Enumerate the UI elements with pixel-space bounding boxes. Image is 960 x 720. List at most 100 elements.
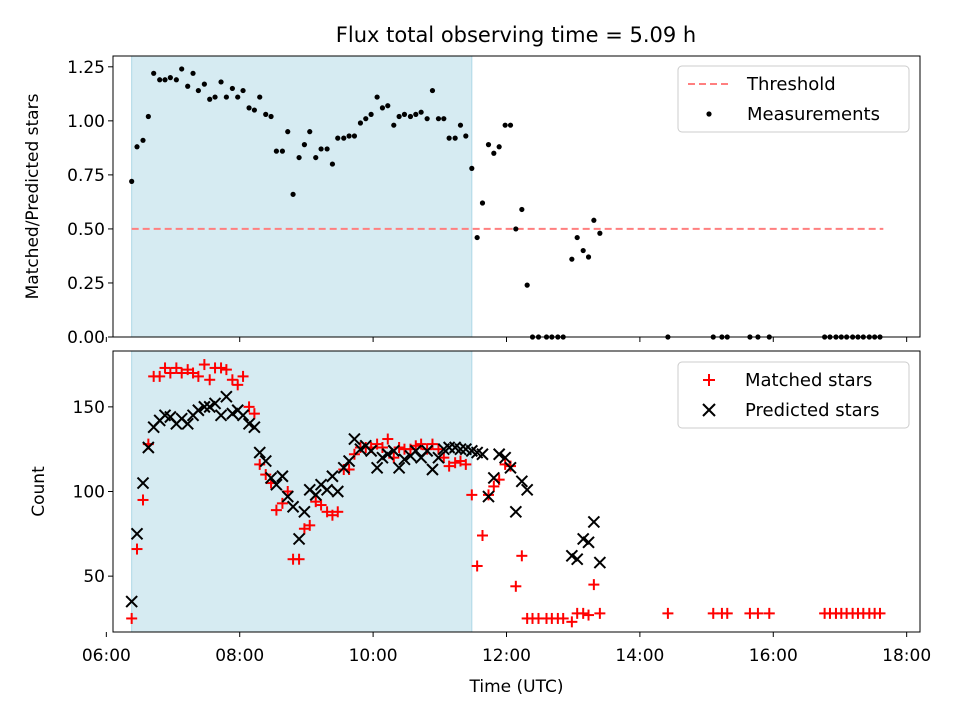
measurement-point xyxy=(491,150,497,156)
matched-star-point xyxy=(176,367,188,379)
matched-star-point xyxy=(270,504,282,516)
matched-star-point xyxy=(466,489,478,501)
matched-star-point xyxy=(510,580,522,592)
matched-star-point xyxy=(557,612,569,624)
matched-star-point xyxy=(198,359,210,371)
measurement-point xyxy=(435,116,442,122)
measurement-point xyxy=(285,129,291,135)
matched-star-point xyxy=(126,612,138,624)
measurement-point xyxy=(429,87,436,94)
measurement-point xyxy=(479,200,486,206)
observing-span xyxy=(131,55,473,338)
measurement-point xyxy=(229,85,235,92)
measurement-point xyxy=(341,135,347,141)
matched-star-point xyxy=(721,607,733,619)
matched-star-point xyxy=(170,362,182,374)
matched-star-point xyxy=(159,362,171,374)
matched-star-point xyxy=(488,480,500,492)
matched-star-point xyxy=(248,408,260,420)
measurement-point xyxy=(201,81,207,87)
matched-star-point xyxy=(304,519,316,531)
matched-star-point xyxy=(348,448,360,460)
measurement-point xyxy=(212,94,218,100)
predicted-star-point xyxy=(220,390,233,403)
predicted-star-point xyxy=(298,505,311,519)
y-tick-label: 1.25 xyxy=(67,58,105,78)
measurement-point xyxy=(313,154,319,161)
measurement-point xyxy=(391,122,397,128)
measurement-point xyxy=(145,113,151,120)
predicted-star-point xyxy=(515,475,529,488)
measurement-point xyxy=(580,247,586,254)
predicted-star-point xyxy=(236,409,250,422)
x-tick-label: 16:00 xyxy=(749,646,798,666)
y-tick-label: 1.00 xyxy=(67,112,105,132)
predicted-legend-label: Predicted stars xyxy=(745,400,879,421)
measurement-point xyxy=(385,103,391,109)
measurement-point xyxy=(585,254,592,260)
measurement-point xyxy=(519,206,525,213)
matched-star-point xyxy=(594,607,606,619)
measurement-point xyxy=(257,94,263,100)
predicted-star-point xyxy=(409,444,422,458)
predicted-star-point xyxy=(476,448,489,461)
chart-title: Flux total observing time = 5.09 h xyxy=(336,23,696,47)
measurement-point xyxy=(457,122,464,128)
predicted-star-point xyxy=(253,446,266,459)
bottom-legend-box xyxy=(677,361,910,429)
predicted-star-point xyxy=(520,483,534,497)
measurement-point xyxy=(502,122,508,128)
predicted-star-point xyxy=(420,444,434,458)
measurement-point xyxy=(474,234,480,241)
matched-star-point xyxy=(449,457,461,469)
top-legend-box xyxy=(677,65,910,133)
matched-star-point xyxy=(426,438,438,450)
predicted-star-point xyxy=(264,471,278,485)
measurement-point xyxy=(463,133,469,139)
matched-star-point xyxy=(276,497,288,509)
matched-star-point xyxy=(499,458,511,470)
predicted-star-point xyxy=(270,478,283,491)
measurement-point xyxy=(597,230,603,236)
measurement-point xyxy=(251,107,257,113)
matched-star-point xyxy=(476,530,488,542)
top-y-axis-label: Matched/Predicted stars xyxy=(23,93,43,299)
predicted-star-point xyxy=(487,471,501,485)
predicted-star-point xyxy=(337,461,350,475)
top-legend: Threshold Measurements xyxy=(677,65,910,133)
matched-star-point xyxy=(260,469,272,481)
measurement-point xyxy=(162,77,168,83)
predicted-star-point xyxy=(214,409,228,422)
matched-star-point xyxy=(232,379,244,391)
matched-star-point xyxy=(763,607,775,619)
measurement-point xyxy=(329,161,336,167)
matched-star-point xyxy=(566,616,578,628)
predicted-star-point xyxy=(192,404,205,417)
matched-star-point xyxy=(662,607,674,619)
matched-star-point xyxy=(226,374,238,386)
measurement-point xyxy=(469,165,475,171)
y-tick-label: 0.75 xyxy=(67,166,105,186)
matched-stars-points xyxy=(126,359,886,628)
predicted-star-point xyxy=(381,448,394,461)
predicted-star-point xyxy=(309,488,322,502)
x-tick-label: 12:00 xyxy=(482,646,531,666)
y-tick-label: 150 xyxy=(73,398,105,418)
measurement-point xyxy=(368,111,374,117)
measurement-point xyxy=(307,129,313,135)
measurement-point xyxy=(151,70,157,76)
predicted-star-point xyxy=(398,453,411,466)
measurement-point xyxy=(357,120,364,126)
measurement-point xyxy=(246,105,252,111)
predicted-star-point xyxy=(392,461,406,475)
observing-span xyxy=(131,350,473,633)
measurement-point xyxy=(218,79,224,85)
predicted-stars-points xyxy=(125,390,607,608)
y-tick-label: 100 xyxy=(73,483,105,503)
matched-star-point xyxy=(382,433,394,445)
matched-star-point xyxy=(471,560,483,572)
predicted-star-point xyxy=(587,515,601,529)
measurement-point xyxy=(485,142,492,148)
matched-star-point xyxy=(443,460,455,472)
predicted-star-point xyxy=(370,461,384,475)
